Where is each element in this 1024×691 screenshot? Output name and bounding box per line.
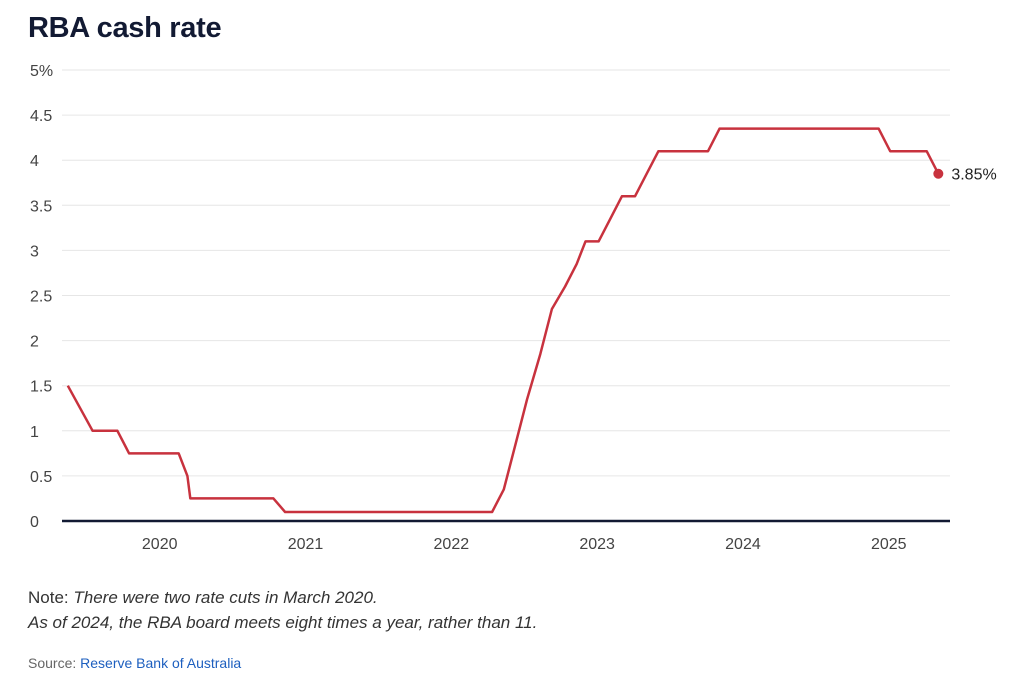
y-tick-label: 3: [30, 243, 39, 260]
note-text-2: As of 2024, the RBA board meets eight ti…: [28, 613, 538, 632]
y-tick-label: 4.5: [30, 108, 52, 125]
x-tick-label: 2025: [871, 536, 907, 553]
y-tick-label: 0.5: [30, 469, 52, 486]
source-label: Source:: [28, 655, 77, 671]
note-line-2: As of 2024, the RBA board meets eight ti…: [28, 610, 537, 635]
gridlines: [62, 69, 950, 477]
y-tick-label: 1.5: [30, 379, 52, 396]
line-chart: 00.511.522.533.544.55% 2020 2021 2022 2023 2…: [30, 63, 997, 553]
source-link[interactable]: Reserve Bank of Australia: [80, 655, 242, 671]
y-tick-label: 2.5: [30, 289, 52, 306]
x-tick-label: 2021: [288, 536, 324, 553]
y-tick-label: 5%: [30, 63, 53, 80]
note-text-1: There were two rate cuts in March 2020.: [73, 588, 378, 607]
x-tick-label: 2022: [434, 536, 470, 553]
end-point-marker: [933, 168, 944, 179]
x-tick-label: 2020: [142, 536, 178, 553]
y-tick-label: 1: [30, 424, 39, 441]
y-tick-label: 2: [30, 334, 39, 351]
chart-note: Note: There were two rate cuts in March …: [28, 585, 537, 635]
x-axis-tick-labels: 2020 2021 2022 2023 2024 2025: [142, 536, 907, 553]
note-label: Note:: [28, 588, 69, 607]
y-tick-label: 4: [30, 153, 39, 170]
y-tick-label: 3.5: [30, 198, 52, 215]
source-line: Source: Reserve Bank of Australia: [28, 655, 241, 671]
note-line-1: Note: There were two rate cuts in March …: [28, 585, 537, 610]
end-value-label: 3.85%: [951, 167, 996, 184]
y-axis-tick-labels: 0 0.5 1 1.5 2 2.5 3 3.5 4 4.5 5%: [30, 63, 53, 531]
chart-title: RBA cash rate: [28, 12, 222, 44]
x-tick-label: 2023: [579, 536, 615, 553]
y-tick-label: 0: [30, 514, 39, 531]
x-tick-label: 2024: [725, 536, 761, 553]
series-line-cash-rate: [66, 127, 940, 514]
